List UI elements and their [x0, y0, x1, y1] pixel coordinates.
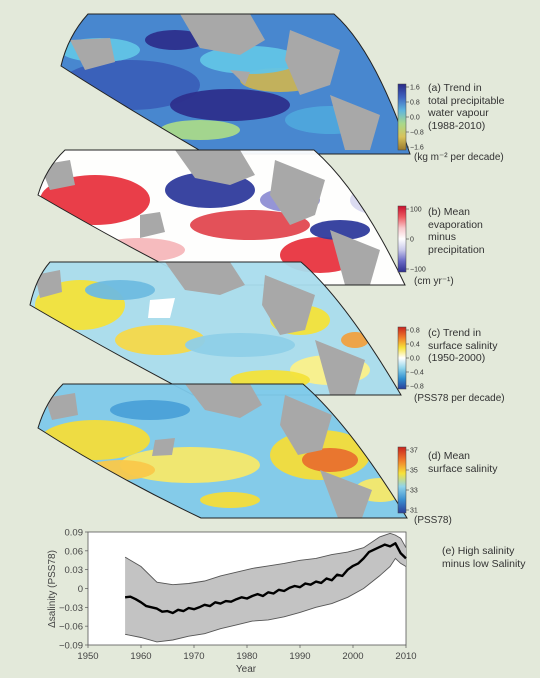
x-tick-label: 2010: [395, 651, 416, 662]
panel-b-title: (b) Mean evaporation minus precipitation: [428, 206, 485, 256]
colorbar-c-scale: [397, 326, 407, 390]
panel-c-unit: (PSS78 per decade): [414, 393, 505, 404]
panel-a-title-line: water vapour: [428, 107, 489, 119]
colorbar-b-tick-label: −100: [410, 267, 426, 274]
panel-c-title-line: (c) Trend in: [428, 327, 482, 339]
panel-a-unit: (kg m⁻² per decade): [414, 152, 504, 163]
panel-c-title-line: surface salinity: [428, 339, 498, 352]
panel-c-title: (c) Trend in surface salinity (1950-2000…: [428, 327, 497, 365]
x-axis-ticks: 1950 1960 1970 1980 1990 2000 2010: [77, 645, 417, 662]
upper-bound-line: [124, 532, 407, 586]
colorbar-d-tick-label: 35: [410, 468, 418, 475]
panel-a-title-line: (a) Trend in: [428, 82, 482, 94]
chart-title: (e) High salinity minus low Salinity: [442, 545, 526, 570]
y-tick-label: −0.03: [59, 603, 83, 614]
colorbar-d-scale: [397, 446, 407, 514]
colorbar-a-tick-label: −0.8: [410, 130, 424, 137]
x-tick-label: 1970: [183, 651, 204, 662]
colorbar-a-tick-label: −1.6: [410, 145, 424, 152]
x-tick-label: 2000: [342, 651, 363, 662]
colorbar-b-tick-label: 0: [410, 237, 414, 244]
x-tick-label: 1950: [77, 651, 98, 662]
colorbar-c-tick-label: −0.4: [410, 370, 424, 377]
y-tick-label: 0: [78, 584, 83, 595]
colorbar-a-tick-label: 0.0: [410, 115, 420, 122]
y-axis-ticks: 0.09 0.06 0.03 0 −0.03 −0.06 −0.09: [59, 528, 88, 652]
panel-d-title: (d) Mean surface salinity: [428, 450, 497, 475]
map-panel-a: [60, 13, 411, 155]
y-tick-label: 0.09: [65, 528, 84, 539]
colorbar-b-scale: [397, 205, 407, 273]
timeseries-chart: 1950 1960 1970 1980 1990 2000 2010 0.090.060.0…: [47, 528, 417, 676]
mean-line: [124, 542, 407, 615]
chart-lines: [124, 532, 407, 643]
x-axis-title: Year: [236, 664, 257, 675]
x-tick-label: 1990: [289, 651, 310, 662]
colorbar-c-tick-label: 0.8: [410, 328, 420, 335]
y-tick-label: 0.06: [65, 546, 84, 557]
x-tick-label: 1980: [236, 651, 257, 662]
panel-d-title-line: (d) Mean: [428, 450, 471, 462]
panel-a-title: (a) Trend in total precipitable water va…: [428, 82, 504, 132]
colorbar-d-tick-label: 33: [410, 488, 418, 495]
colorbar-d-tick-label: 31: [410, 508, 418, 515]
colorbar-c-tick-label: −0.8: [410, 384, 424, 391]
panel-d-unit: (PSS78): [414, 515, 452, 526]
colorbar-d: 37 35 33 31: [397, 446, 418, 515]
panel-b-title-line: evaporation: [428, 218, 483, 231]
panel-a-title-line: (1988-2010): [428, 119, 486, 132]
y-tick-label: 0.03: [65, 565, 84, 576]
colorbar-a-scale: [397, 83, 407, 151]
uncertainty-band-area: [125, 533, 406, 642]
colorbar-a-tick-label: 0.8: [410, 100, 420, 107]
map-panel-d: [37, 383, 408, 519]
colorbar-c-tick-label: 0.4: [410, 342, 420, 349]
uncertainty-band: [125, 533, 406, 642]
map-a-field: [61, 14, 410, 154]
y-tick-label: −0.06: [59, 622, 83, 633]
colorbar-b: 100 0 −100: [397, 205, 426, 274]
panel-a-title-line: total precipitable: [428, 94, 505, 107]
panel-c-title-line: (1950-2000): [428, 352, 486, 364]
x-tick-label: 1960: [130, 651, 151, 662]
colorbar-b-tick-label: 100: [410, 207, 422, 214]
colorbar-c-tick-label: 0.0: [410, 356, 420, 363]
panel-b-title-line: (b) Mean: [428, 206, 471, 218]
colorbar-d-tick-label: 37: [410, 448, 418, 455]
y-tick-label: −0.09: [59, 641, 83, 652]
colorbar-a-tick-label: 1.6: [410, 85, 420, 92]
panel-b-title-line: minus: [428, 231, 457, 243]
lower-bound-line: [125, 557, 407, 643]
panel-b-unit: (cm yr⁻¹): [414, 276, 454, 287]
y-axis-title: Δsalinity (PSS78): [47, 550, 58, 628]
colorbar-a: 1.6 0.8 0.0 −0.8 −1.6: [397, 83, 424, 152]
panel-d-title-line: surface salinity: [428, 462, 498, 475]
colorbar-c: 0.8 0.4 0.0 −0.4 −0.8: [397, 326, 424, 391]
panel-b-title-line: precipitation: [428, 243, 485, 256]
map-d-field: [38, 384, 407, 518]
